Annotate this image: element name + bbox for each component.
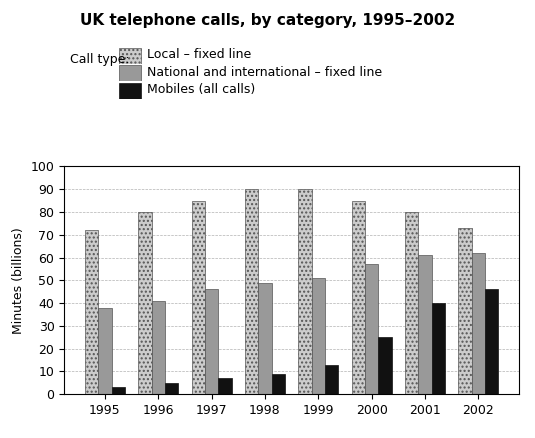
Text: Call type:: Call type: <box>70 53 129 66</box>
Bar <box>378 337 392 394</box>
Bar <box>205 290 218 394</box>
Bar <box>218 378 232 394</box>
Bar <box>98 307 111 394</box>
Bar <box>311 278 325 394</box>
Bar <box>351 201 365 394</box>
Bar <box>85 230 98 394</box>
Bar <box>405 212 418 394</box>
Text: Mobiles (all calls): Mobiles (all calls) <box>147 83 255 96</box>
Bar <box>298 189 311 394</box>
Bar <box>258 283 272 394</box>
Y-axis label: Minutes (billions): Minutes (billions) <box>12 227 25 334</box>
Bar <box>192 201 205 394</box>
Bar <box>485 290 498 394</box>
Bar <box>111 387 125 394</box>
Bar <box>325 364 338 394</box>
Bar <box>151 301 165 394</box>
Bar <box>432 303 445 394</box>
Bar <box>272 374 285 394</box>
Text: UK telephone calls, by category, 1995–2002: UK telephone calls, by category, 1995–20… <box>80 13 455 28</box>
Bar <box>138 212 151 394</box>
Text: Local – fixed line: Local – fixed line <box>147 48 251 61</box>
Bar <box>472 253 485 394</box>
Bar <box>458 228 472 394</box>
Bar <box>418 255 432 394</box>
Text: National and international – fixed line: National and international – fixed line <box>147 66 382 79</box>
Bar <box>165 383 178 394</box>
Bar <box>365 265 378 394</box>
Bar <box>245 189 258 394</box>
